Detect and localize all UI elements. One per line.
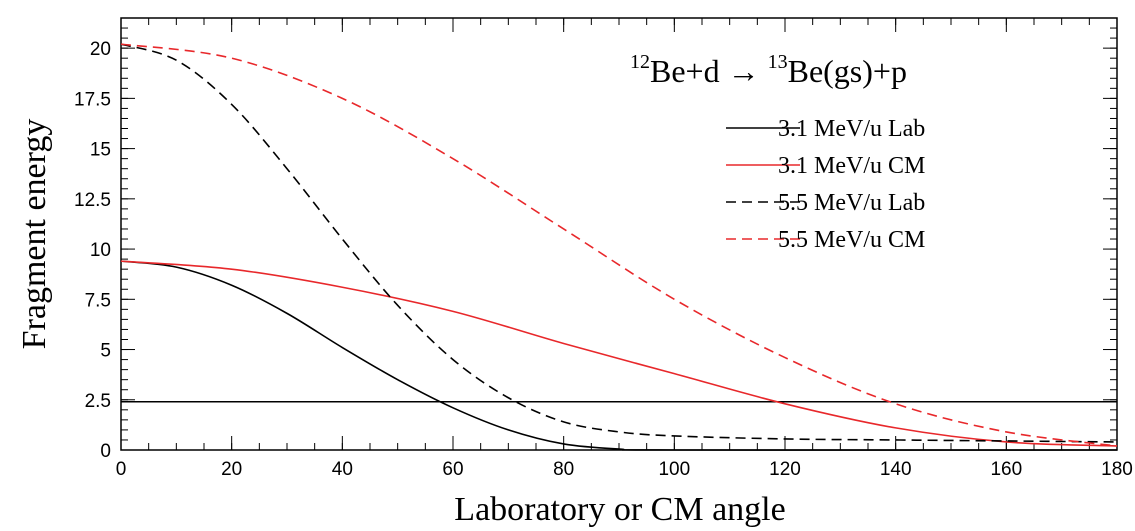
reaction-mass-b: 13 [768, 51, 788, 73]
x-axis-title: Laboratory or CM angle [454, 491, 785, 528]
y-tick-label: 12.5 [74, 190, 111, 211]
series-line [120, 260, 1118, 447]
reaction-text-1: Be+d → [650, 53, 768, 89]
x-tick-label: 80 [553, 459, 574, 480]
x-tick-label: 60 [442, 459, 463, 480]
series-lines [120, 43, 1118, 451]
x-tick-label: 20 [221, 459, 242, 480]
series-line [120, 43, 1118, 447]
legend-label: 3.1 MeV/u CM [778, 153, 925, 179]
y-tick-label: 17.5 [74, 89, 111, 110]
y-tick-label: 7.5 [85, 290, 111, 311]
x-tick-label: 160 [990, 459, 1022, 480]
x-tick-label: 180 [1101, 459, 1133, 480]
legend-label: 3.1 MeV/u Lab [778, 116, 925, 142]
y-axis-title: Fragment energy [16, 119, 53, 350]
y-tick-label: 5 [100, 341, 111, 362]
x-tick-label: 100 [658, 459, 690, 480]
reaction-text-2: Be(gs)+p [788, 53, 907, 89]
x-tick-label: 0 [116, 459, 127, 480]
y-tick-labels: 0 2.5 5 7.5 10 12.5 15 17.5 20 [74, 39, 111, 462]
y-tick-label: 15 [90, 140, 111, 161]
major-ticks [120, 18, 1118, 451]
plot-frame [120, 17, 1118, 451]
legend-label: 5.5 MeV/u Lab [778, 190, 925, 216]
x-tick-labels: 0 20 40 60 80 100 120 140 160 180 [116, 459, 1133, 480]
x-tick-label: 120 [769, 459, 801, 480]
minor-ticks [120, 17, 1118, 451]
y-tick-label: 20 [90, 39, 111, 60]
legend-label: 5.5 MeV/u CM [778, 227, 925, 253]
reaction-annotation: 12Be+d → 13Be(gs)+p [630, 51, 907, 89]
series-line [120, 43, 1118, 443]
x-tick-label: 40 [332, 459, 353, 480]
reaction-mass-a: 12 [630, 51, 650, 73]
legend: 3.1 MeV/u Lab 3.1 MeV/u CM 5.5 MeV/u Lab 5.… [726, 116, 925, 253]
series-line [120, 260, 1118, 451]
x-tick-label: 140 [880, 459, 912, 480]
y-tick-label: 2.5 [85, 391, 111, 412]
y-tick-label: 10 [90, 240, 111, 261]
y-tick-label: 0 [100, 441, 111, 462]
